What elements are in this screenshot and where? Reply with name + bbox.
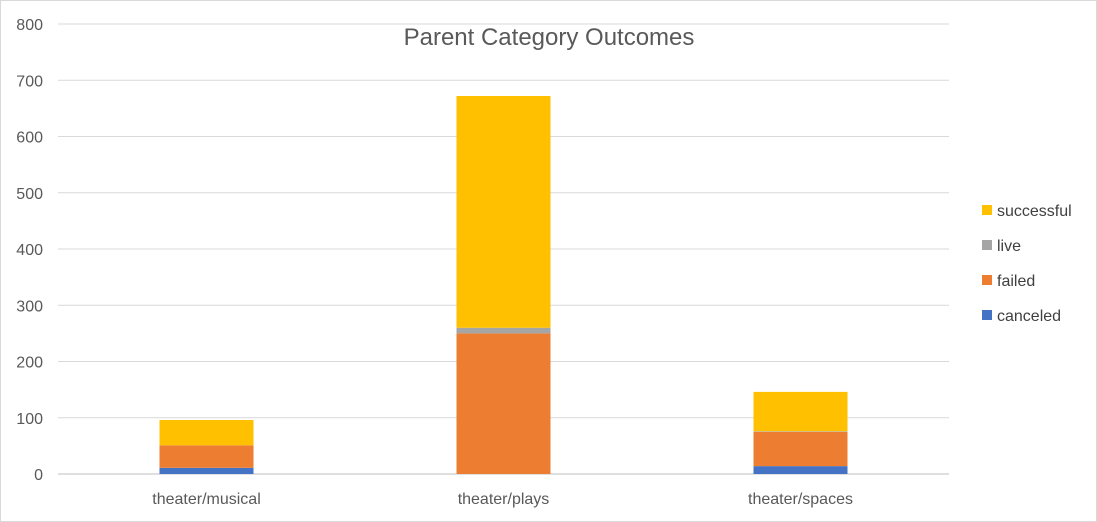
y-tick-label: 100	[16, 411, 43, 428]
y-tick-label: 300	[16, 298, 43, 315]
legend-swatch-live	[982, 240, 992, 250]
bar-canceled	[753, 466, 848, 474]
bars	[159, 96, 848, 474]
y-tick-label: 700	[16, 73, 43, 90]
y-tick-label: 600	[16, 130, 43, 147]
legend: successful live failed canceled	[982, 203, 1072, 325]
bar-successful	[753, 391, 848, 432]
y-tick-label: 800	[16, 17, 43, 34]
legend-label-live: live	[997, 238, 1021, 255]
bar-canceled	[159, 467, 254, 474]
legend-label-canceled: canceled	[997, 308, 1061, 325]
legend-swatch-successful	[982, 205, 992, 215]
x-tick-label: theater/spaces	[748, 491, 853, 508]
bar-live	[456, 327, 551, 334]
x-axis-tick-labels: theater/musical theater/plays theater/spac…	[152, 491, 853, 508]
x-tick-label: theater/plays	[458, 491, 550, 508]
legend-swatch-canceled	[982, 310, 992, 320]
x-tick-label: theater/musical	[152, 491, 261, 508]
bar-failed	[159, 445, 254, 468]
legend-label-successful: successful	[997, 203, 1072, 220]
bar-successful	[159, 420, 254, 446]
chart-title: Parent Category Outcomes	[404, 24, 695, 51]
y-axis-tick-labels: 0 100 200 300 400 500 600 700 800	[16, 17, 43, 484]
y-tick-label: 200	[16, 355, 43, 372]
legend-swatch-failed	[982, 275, 992, 285]
y-tick-label: 500	[16, 186, 43, 203]
bar-live	[753, 431, 848, 432]
bar-successful	[456, 96, 551, 328]
bar-failed	[753, 431, 848, 467]
y-tick-label: 0	[34, 467, 43, 484]
bar-failed	[456, 333, 551, 474]
y-tick-label: 400	[16, 242, 43, 259]
legend-label-failed: failed	[997, 273, 1035, 290]
